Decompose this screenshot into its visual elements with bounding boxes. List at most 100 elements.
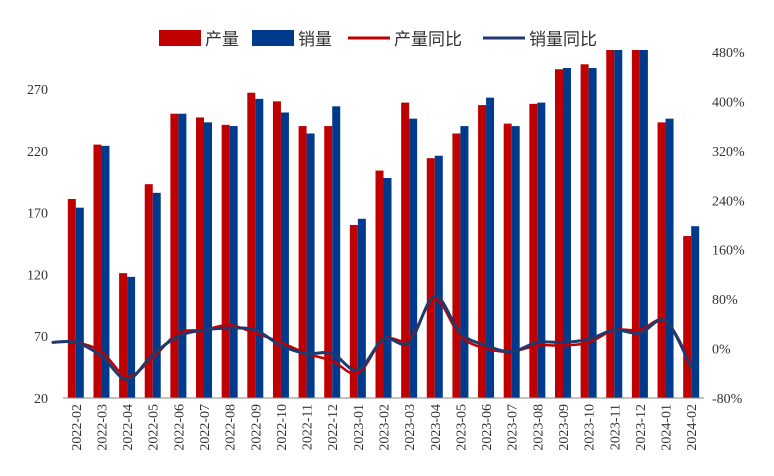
production-bar	[426, 158, 435, 398]
production-bar	[375, 170, 384, 398]
x-tick-label: 2022-12	[326, 404, 341, 451]
production-bar	[67, 199, 76, 398]
x-tick-label: 2023-06	[480, 404, 495, 451]
x-tick-label: 2023-07	[506, 404, 521, 451]
sales-bar	[178, 113, 187, 398]
right-y-axis: -80% 0% 80% 160% 240% 320% 400% 480%	[712, 46, 745, 407]
x-tick-label: 2024-01	[660, 404, 675, 451]
left-tick-label: 270	[27, 83, 48, 98]
production-bar	[170, 113, 179, 398]
sales-bar	[127, 276, 136, 398]
sales-bar	[486, 97, 495, 398]
x-tick-label: 2023-08	[531, 404, 546, 451]
lines-layer	[51, 294, 693, 381]
production-bar	[478, 105, 487, 399]
sales-bar	[204, 122, 213, 398]
sales-bar	[383, 177, 392, 398]
x-tick-label: 2022-03	[95, 404, 110, 451]
legend-swatch	[252, 30, 294, 46]
right-tick-label: 400%	[712, 95, 745, 110]
right-tick-label: 0%	[712, 343, 731, 358]
left-tick-label: 220	[27, 145, 48, 160]
sales-bar	[639, 50, 648, 398]
x-tick-label: 2022-11	[301, 404, 316, 450]
sales-bar	[434, 155, 443, 398]
bars-layer	[67, 50, 700, 399]
legend-label: 产量	[205, 30, 239, 50]
sales-bar	[229, 126, 238, 398]
sales-bar	[511, 126, 520, 398]
x-tick-label: 2023-05	[454, 404, 469, 451]
x-tick-label: 2023-10	[583, 404, 598, 451]
production-bar	[452, 133, 461, 398]
sales-bar	[562, 67, 571, 398]
x-tick-label: 2023-02	[378, 404, 393, 451]
production-bar	[272, 101, 281, 399]
left-tick-label: 70	[34, 330, 48, 345]
sales-bar	[332, 106, 341, 398]
legend-label: 销量	[298, 30, 332, 50]
sales-bar	[665, 118, 674, 398]
x-tick-label: 2024-02	[685, 404, 700, 451]
left-y-axis: 20 70 120 170 220 270	[27, 83, 48, 407]
x-tick-label: 2023-09	[557, 404, 572, 451]
production-bar	[529, 103, 538, 398]
x-tick-label: 2022-09	[249, 404, 264, 451]
sales-bar	[537, 102, 546, 398]
left-tick-label: 170	[27, 207, 48, 222]
sales-bar	[409, 118, 418, 398]
production-bar	[683, 236, 692, 398]
x-tick-label: 2022-06	[172, 404, 187, 451]
legend: 产量 销量 产量同比 销量同比	[159, 30, 597, 50]
production-bar	[349, 224, 358, 398]
x-axis: 2022-02 2022-03 2022-04 2022-05 2022-06 2022-…	[63, 397, 704, 451]
right-tick-label: 80%	[712, 293, 738, 308]
production-bar	[196, 117, 205, 398]
left-tick-label: 120	[27, 268, 48, 283]
sales-bar	[460, 126, 469, 398]
sales-bar	[306, 133, 315, 398]
production-bar	[503, 123, 512, 398]
production-bar	[119, 273, 128, 398]
x-tick-label: 2022-02	[70, 404, 85, 451]
production-bar	[631, 50, 640, 398]
sales-bar	[75, 207, 84, 398]
sales-bar	[152, 192, 161, 398]
right-tick-label: 240%	[712, 194, 745, 209]
sales-bar	[255, 98, 264, 398]
production-bar	[324, 126, 333, 398]
right-tick-label: 480%	[712, 46, 745, 61]
production-bar	[247, 92, 256, 398]
sales-bar	[691, 226, 700, 398]
production-bar	[93, 144, 102, 398]
production-bar	[144, 184, 153, 398]
x-tick-label: 2022-07	[198, 404, 213, 451]
x-tick-label: 2022-05	[147, 404, 162, 451]
x-tick-label: 2022-04	[121, 404, 136, 451]
right-tick-label: -80%	[712, 392, 743, 407]
x-tick-label: 2022-10	[275, 404, 290, 451]
x-tick-label: 2023-03	[403, 404, 418, 451]
sales-bar	[614, 50, 623, 398]
sales-bar	[357, 218, 366, 398]
x-tick-label: 2023-12	[634, 404, 649, 451]
legend-label: 产量同比	[394, 30, 462, 50]
sales-yoy-line	[51, 294, 693, 381]
sales-bar	[280, 112, 289, 398]
production-bar	[580, 64, 589, 398]
production-bar	[554, 69, 563, 398]
sales-bar	[101, 145, 110, 398]
production-bar	[657, 122, 666, 398]
production-bar	[221, 124, 230, 399]
production-bar	[298, 126, 307, 398]
production-bar	[606, 50, 615, 398]
sales-bar	[588, 67, 597, 398]
right-tick-label: 320%	[712, 145, 745, 160]
legend-swatch	[159, 30, 201, 46]
x-tick-label: 2022-08	[224, 404, 239, 451]
right-tick-label: 160%	[712, 244, 745, 259]
x-tick-label: 2023-11	[608, 404, 623, 450]
production-bar	[401, 102, 410, 398]
legend-label: 销量同比	[529, 30, 597, 50]
